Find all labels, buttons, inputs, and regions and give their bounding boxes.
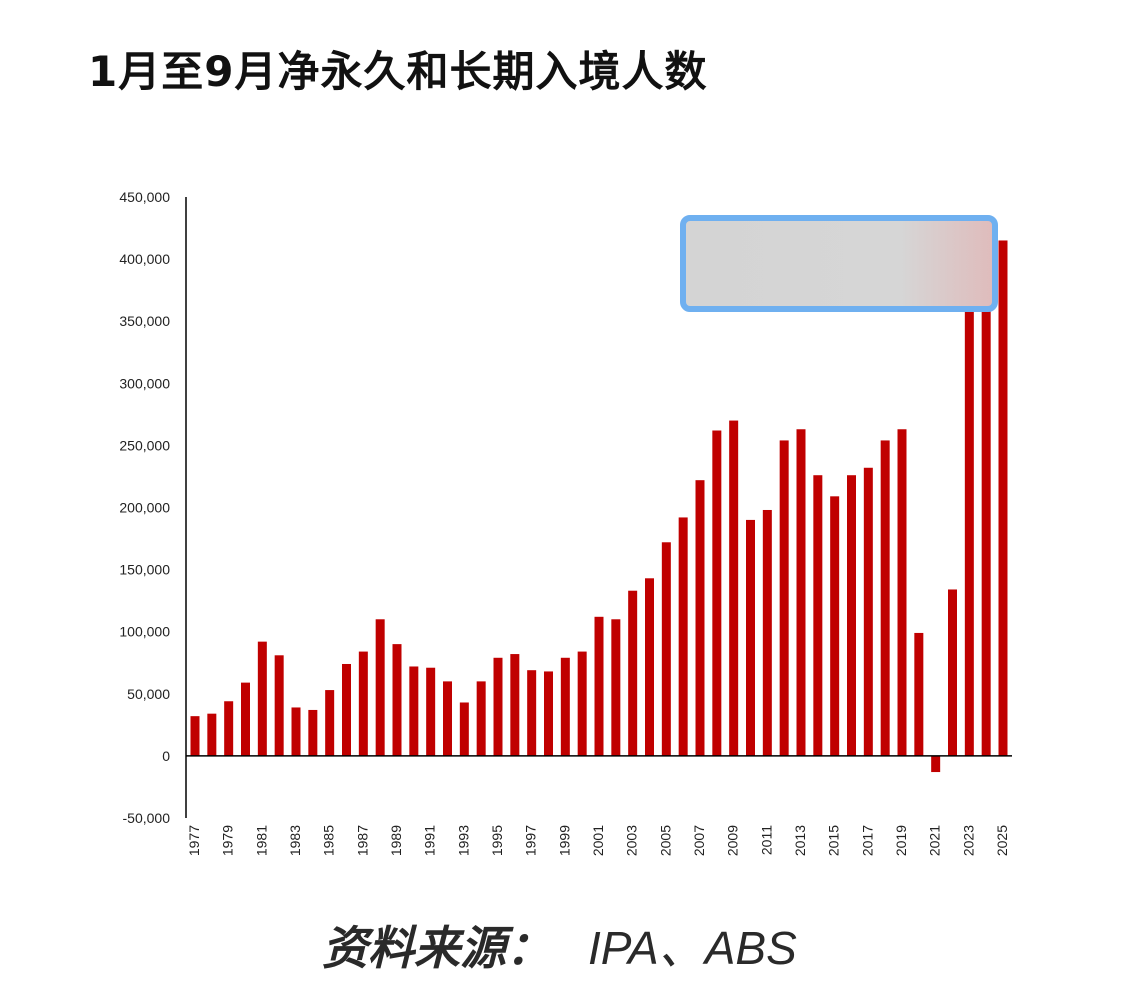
source-label: 资料来源： <box>322 921 552 975</box>
y-tick-label: 50,000 <box>127 686 170 702</box>
bar-1984 <box>308 709 318 756</box>
bars <box>190 240 1008 773</box>
bar-2005 <box>661 542 671 756</box>
watermark <box>982 940 1100 970</box>
bar-1983 <box>291 707 301 756</box>
y-tick-label: 350,000 <box>119 313 170 329</box>
bar-2014 <box>813 475 823 756</box>
y-tick-label: -50,000 <box>123 810 171 826</box>
x-tick-label: 2003 <box>624 825 640 856</box>
x-tick-label: 1977 <box>186 825 202 856</box>
bar-1990 <box>409 666 419 756</box>
bar-2000 <box>577 651 587 756</box>
bar-1997 <box>527 670 537 756</box>
bar-2016 <box>847 475 856 756</box>
y-tick-label: 100,000 <box>119 624 170 640</box>
x-tick-label: 2019 <box>893 825 909 856</box>
x-tick-label: 2007 <box>691 825 707 856</box>
bar-2007 <box>695 480 705 756</box>
x-tick-label: 2001 <box>590 825 606 856</box>
bar-1996 <box>510 654 520 756</box>
y-tick-label: 200,000 <box>119 500 170 516</box>
bar-2025 <box>998 240 1008 756</box>
bar-1977 <box>190 716 200 756</box>
x-tick-label: 2009 <box>725 825 741 856</box>
bar-2002 <box>611 619 621 756</box>
x-tick-label: 1985 <box>321 825 337 856</box>
bar-2006 <box>678 517 688 756</box>
x-tick-label: 2013 <box>792 825 808 856</box>
source-value: IPA、ABS <box>588 922 797 974</box>
redaction-overlay <box>680 215 998 312</box>
bar-2004 <box>645 578 654 756</box>
bar-2021 <box>931 755 941 773</box>
bar-2008 <box>712 430 722 756</box>
bar-1994 <box>476 681 486 756</box>
x-tick-label: 2025 <box>994 825 1010 856</box>
x-tick-label: 2017 <box>859 825 875 856</box>
page-title: 1月至9月净永久和长期入境人数 <box>88 47 708 96</box>
bar-1986 <box>342 663 351 756</box>
bar-1998 <box>544 671 553 756</box>
x-axis-ticks: 1977 1979 1981 1983 1985 1987 1989 1991 1993 1995… <box>186 825 1010 856</box>
x-tick-label: 1997 <box>523 825 539 856</box>
bar-1987 <box>358 651 368 756</box>
y-tick-label: 150,000 <box>119 562 170 578</box>
bar-1989 <box>392 644 402 756</box>
bar-2009 <box>729 420 739 756</box>
y-tick-label: 400,000 <box>119 251 170 267</box>
x-tick-label: 2023 <box>960 825 976 856</box>
x-tick-label: 1981 <box>253 825 269 856</box>
x-tick-label: 2015 <box>826 825 842 856</box>
bar-2001 <box>594 616 604 756</box>
bar-2013 <box>796 429 806 756</box>
bar-1988 <box>375 619 385 756</box>
bar-1978 <box>207 713 217 756</box>
bar-2022 <box>948 589 957 756</box>
y-tick-label: 450,000 <box>119 189 170 205</box>
x-tick-label: 1991 <box>422 825 438 856</box>
bar-1995 <box>493 657 503 756</box>
bar-1980 <box>241 682 250 756</box>
bar-1982 <box>274 655 284 756</box>
x-tick-label: 1999 <box>556 825 572 856</box>
bar-2024 <box>981 267 991 756</box>
y-axis-ticks: 450,000 400,000 350,000 300,000 250,000 200,0… <box>119 189 170 826</box>
x-tick-label: 1987 <box>354 825 370 856</box>
bar-2010 <box>746 519 755 756</box>
x-tick-label: 1995 <box>489 825 505 856</box>
bar-2018 <box>880 440 890 756</box>
bar-2003 <box>628 590 638 756</box>
x-tick-label: 1983 <box>287 825 303 856</box>
bar-2020 <box>914 632 924 756</box>
bar-2015 <box>830 496 840 756</box>
x-tick-label: 1989 <box>388 825 404 856</box>
bar-2023 <box>964 296 974 756</box>
x-tick-label: 2005 <box>657 825 673 856</box>
bar-2012 <box>779 440 789 756</box>
bar-2011 <box>762 509 772 756</box>
x-tick-label: 1979 <box>220 825 236 856</box>
bar-1999 <box>560 657 570 756</box>
x-tick-label: 2011 <box>758 825 774 855</box>
bar-1985 <box>325 690 335 756</box>
x-tick-label: 2021 <box>927 825 943 856</box>
bar-2017 <box>863 467 873 756</box>
y-tick-label: 250,000 <box>119 437 170 453</box>
y-tick-label: 300,000 <box>119 375 170 391</box>
bar-1992 <box>443 681 452 756</box>
bar-1991 <box>426 667 436 756</box>
bar-1979 <box>224 701 234 756</box>
bar-1981 <box>257 641 267 756</box>
bar-2019 <box>897 429 907 756</box>
y-tick-label: 0 <box>162 748 170 764</box>
x-tick-label: 1993 <box>455 825 471 856</box>
bar-1993 <box>459 702 469 756</box>
source-note: 资料来源： IPA、ABS <box>322 912 797 978</box>
